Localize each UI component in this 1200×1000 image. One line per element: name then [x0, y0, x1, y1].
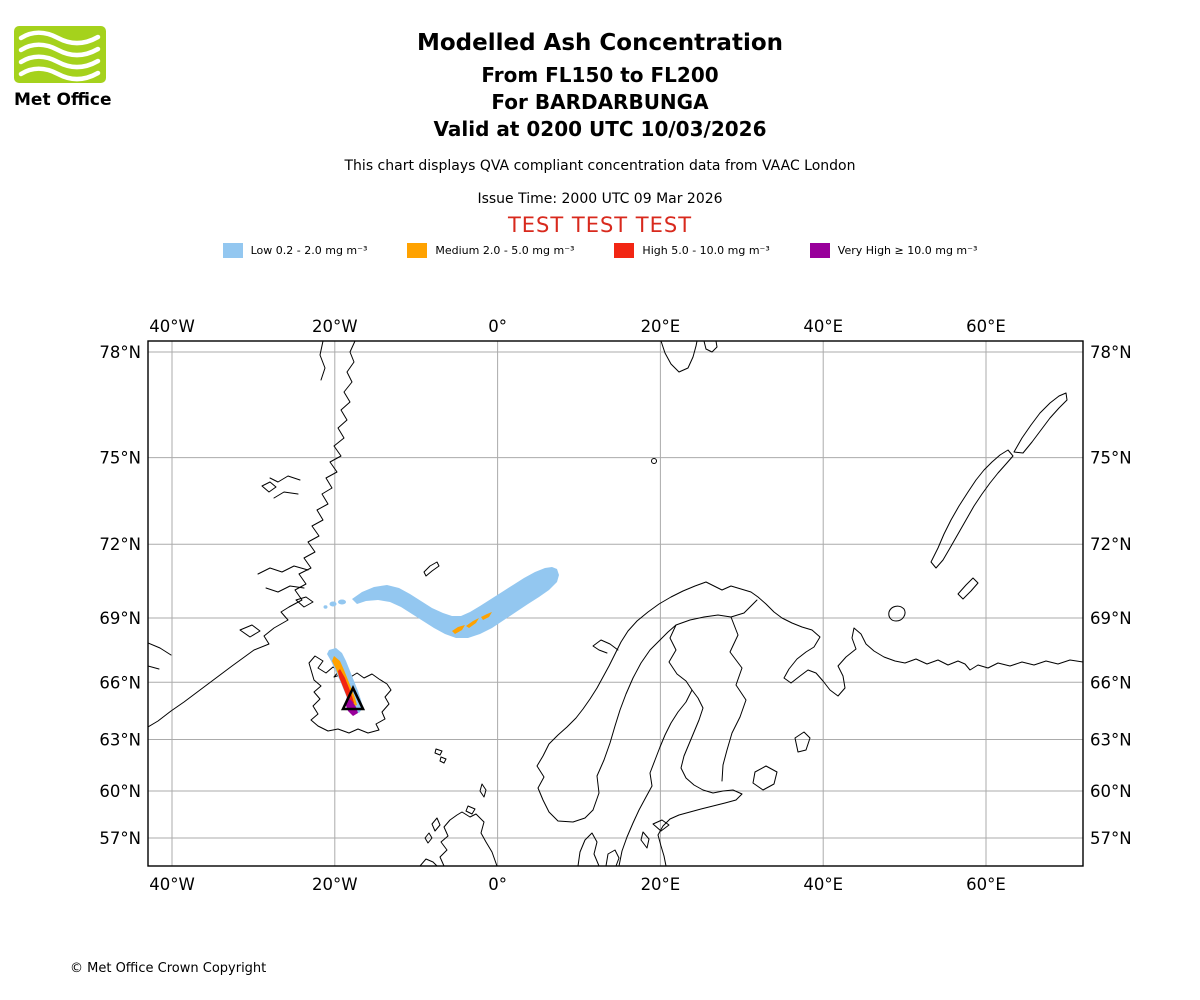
lon-label: 20°W	[312, 875, 358, 894]
met-office-logo-graphic	[14, 26, 106, 83]
legend-item-medium: Medium 2.0 - 5.0 mg m⁻³	[407, 243, 574, 258]
island-jan-mayen	[423, 561, 440, 577]
island-novaya-zemlya-south	[930, 449, 1014, 569]
lat-label: 63°N	[99, 731, 141, 750]
legend-label-low: Low 0.2 - 2.0 mg m⁻³	[250, 244, 368, 257]
border-finland-russia	[721, 616, 747, 782]
island-gotland	[640, 831, 650, 849]
legend-label-high: High 5.0 - 10.0 mg m⁻³	[642, 244, 770, 257]
coast-greenland-fjords	[148, 341, 326, 670]
legend-label-very-high: Very High ≥ 10.0 mg m⁻³	[837, 244, 978, 257]
lake-onega	[794, 731, 811, 753]
lon-label: 20°E	[641, 317, 681, 336]
greenland-offshore-islands	[239, 481, 314, 638]
lon-label: 20°E	[641, 875, 681, 894]
subtitle-volcano: For BARDARBUNGA	[491, 90, 709, 114]
lat-label: 78°N	[99, 343, 141, 362]
island-vaygach	[957, 577, 979, 600]
lat-label: 66°N	[99, 674, 141, 693]
volcano-marker-icon	[340, 684, 366, 711]
lon-labels-top: 40°W 20°W 0° 20°E 40°E 60°E	[149, 317, 1006, 336]
lon-label: 20°W	[312, 317, 358, 336]
lat-label: 75°N	[99, 449, 141, 468]
coast-ireland	[419, 858, 438, 866]
qva-note: This chart displays QVA compliant concen…	[344, 158, 856, 174]
lat-label: 57°N	[1090, 829, 1132, 848]
coast-britain	[439, 811, 498, 866]
map-frame	[147, 340, 1084, 867]
coastlines	[148, 341, 1083, 866]
ash-area-very-high-iceland	[345, 697, 358, 716]
legend-swatch-low	[222, 243, 243, 258]
ash-speck-low	[329, 601, 337, 607]
ash-speck-low	[323, 605, 328, 609]
legend-swatch-medium	[407, 243, 428, 258]
border-sweden-finland	[668, 624, 693, 691]
lon-labels-bottom: 40°W 20°W 0° 20°E 40°E 60°E	[149, 875, 1006, 894]
coast-scandinavia-arctic-russia	[536, 581, 1083, 823]
ash-area-medium-dashes	[452, 612, 492, 634]
lat-label: 63°N	[1090, 731, 1132, 750]
lat-label: 60°N	[1090, 782, 1132, 801]
islands-shetland-orkney	[465, 783, 487, 815]
copyright-notice: © Met Office Crown Copyright	[70, 961, 267, 976]
lat-label: 75°N	[1090, 449, 1132, 468]
legend-item-low: Low 0.2 - 2.0 mg m⁻³	[222, 243, 368, 258]
subtitle-valid-time: Valid at 0200 UTC 10/03/2026	[433, 117, 767, 141]
subtitle-flight-levels: From FL150 to FL200	[481, 63, 719, 87]
ash-areas	[323, 567, 559, 716]
lat-labels-left: 78°N 75°N 72°N 69°N 66°N 63°N 60°N 57°N	[99, 343, 141, 848]
lon-label: 60°E	[966, 317, 1006, 336]
lat-label: 69°N	[99, 609, 141, 628]
legend-item-high: High 5.0 - 10.0 mg m⁻³	[614, 243, 770, 258]
legend-label-medium: Medium 2.0 - 5.0 mg m⁻³	[435, 244, 575, 257]
lat-labels-right: 78°N 75°N 72°N 69°N 66°N 63°N 60°N 57°N	[1090, 343, 1132, 848]
lon-label: 40°E	[803, 317, 843, 336]
islands-faroe	[434, 748, 447, 764]
coast-denmark	[577, 832, 620, 866]
lat-label: 78°N	[1090, 343, 1132, 362]
island-bear	[651, 458, 657, 464]
island-svalbard	[660, 341, 718, 373]
lat-label: 66°N	[1090, 674, 1132, 693]
lat-label: 72°N	[1090, 535, 1132, 554]
lat-label: 60°N	[99, 782, 141, 801]
lat-label: 72°N	[99, 535, 141, 554]
legend-item-very-high: Very High ≥ 10.0 mg m⁻³	[809, 243, 978, 258]
ash-area-low-main-plume	[352, 567, 559, 638]
lon-label: 0°	[488, 317, 507, 336]
legend-swatch-high	[614, 243, 635, 258]
legend: Low 0.2 - 2.0 mg m⁻³ Medium 2.0 - 5.0 mg…	[0, 243, 1200, 258]
lat-label: 57°N	[99, 829, 141, 848]
lon-label: 0°	[488, 875, 507, 894]
ash-speck-low	[338, 599, 346, 605]
lon-label: 60°E	[966, 875, 1006, 894]
lon-label: 40°W	[149, 317, 195, 336]
met-office-logo: Met Office	[14, 26, 114, 110]
island-novaya-zemlya-north	[1013, 392, 1068, 454]
logo-wordmark: Met Office	[14, 90, 112, 110]
coast-baltic	[618, 689, 743, 866]
islands-hebrides	[424, 817, 441, 844]
issue-time: Issue Time: 2000 UTC 09 Mar 2026	[477, 191, 723, 207]
lon-label: 40°E	[803, 875, 843, 894]
test-banner: TEST TEST TEST	[507, 213, 693, 237]
latitude-gridlines	[148, 351, 1083, 839]
lake-ladoga	[752, 765, 778, 791]
longitude-gridlines	[171, 341, 987, 866]
islands-lofoten	[592, 639, 619, 654]
island-kolguyev	[888, 605, 906, 622]
legend-swatch-very-high	[809, 243, 830, 258]
border-norway-sweden	[592, 624, 677, 811]
border-finnmark	[675, 599, 758, 626]
lon-label: 40°W	[149, 875, 195, 894]
islands-estonia	[652, 819, 670, 832]
coast-greenland	[148, 341, 356, 728]
lat-label: 69°N	[1090, 609, 1132, 628]
logo-waves-icon	[18, 30, 101, 82]
page-title: Modelled Ash Concentration	[416, 30, 784, 56]
